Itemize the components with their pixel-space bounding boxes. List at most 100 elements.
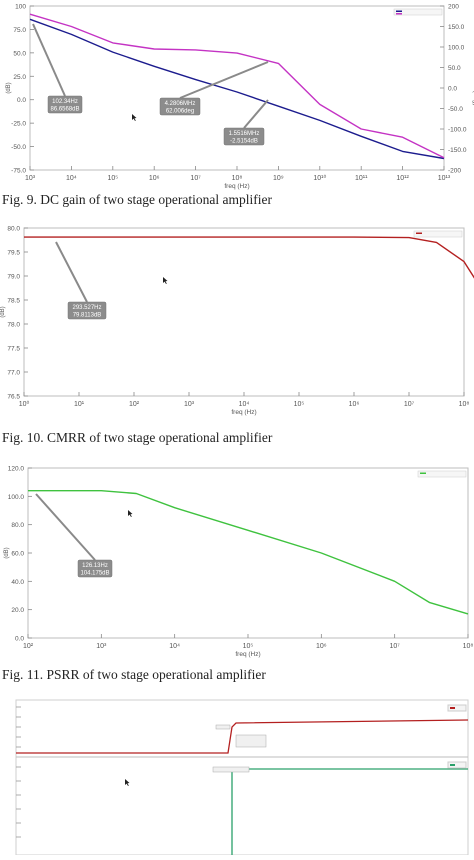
x-tick-label: 10⁴ [169, 643, 180, 650]
series-line-0 [24, 236, 474, 279]
x-tick-label: 10¹² [396, 175, 409, 182]
marker-box-1 [215, 724, 231, 730]
x-axis-label: freq (Hz) [231, 409, 256, 416]
annotation-box [77, 559, 113, 578]
x-tick-label: 10⁵ [107, 175, 118, 182]
y-right-tick-label: 50.0 [448, 65, 461, 72]
annotation-text: 126.13Hz [82, 563, 108, 569]
y-tick-label: 25.0 [13, 74, 26, 81]
annotation-box [47, 95, 83, 114]
y-right-tick-label: -200 [448, 168, 461, 175]
marker-box-2 [235, 734, 267, 748]
x-tick-label: 10⁷ [190, 175, 201, 182]
legend-swatch [416, 232, 422, 234]
legend-box [417, 470, 467, 478]
x-tick-label: 10⁵ [243, 643, 254, 650]
x-tick-label: 10⁷ [390, 643, 401, 650]
annotation-text: 62.006deg [166, 109, 194, 115]
figure-11-caption: Fig. 11. PSRR of two stage operational a… [2, 667, 266, 682]
psrr-chart: 10² 10³ 10⁴ 10⁵ 10⁶ 10⁷ 10⁸ freq (Hz) 120.0 100.0… [4, 466, 474, 659]
figure-11: 10² 10³ 10⁴ 10⁵ 10⁶ 10⁷ 10⁸ freq (Hz) 120.0 100.0… [0, 460, 474, 690]
y-tick-label: 120.0 [8, 466, 25, 473]
y-tick-label: 100.0 [8, 494, 25, 501]
y-tick-label: 79.5 [7, 250, 20, 257]
y-tick-label: -75.0 [11, 168, 26, 175]
y-axis-label: (dB) [4, 547, 10, 558]
annotation-box [223, 127, 265, 146]
x-tick-label: 10⁰ [19, 400, 30, 408]
annotation-text: 79.8113dB [73, 313, 102, 319]
legend-swatch [420, 472, 426, 474]
x-tick-label: 10³ [25, 175, 36, 182]
legend-green [447, 761, 467, 769]
figure-12-partial [0, 695, 474, 856]
mouse-cursor-icon [128, 510, 133, 517]
x-tick-label: 10⁶ [149, 175, 160, 182]
marker-box-3 [212, 766, 250, 773]
figure-9: 10³ 10⁴ 10⁵ 10⁶ 10⁷ 10⁸ 10⁹ 10¹⁰ 10¹¹ 10¹² 10¹³ fre… [0, 0, 474, 212]
x-axis-label: freq (Hz) [224, 183, 249, 190]
y-axis-label: (dB) [0, 306, 6, 317]
annotation-text: -2.5154dB [230, 139, 258, 145]
y-right-tick-label: 0.0 [448, 86, 457, 93]
y-right-tick-label: 200 [448, 4, 459, 11]
series-line-0 [29, 18, 445, 160]
x-tick-label: 10¹³ [438, 175, 451, 182]
y-tick-label: 77.0 [7, 370, 20, 377]
y-tick-label: 0.0 [15, 636, 24, 643]
annotation-leader [55, 241, 88, 303]
dc-gain-chart: 10³ 10⁴ 10⁵ 10⁶ 10⁷ 10⁸ 10⁹ 10¹⁰ 10¹¹ 10¹² 10¹³ fre… [6, 4, 474, 191]
transient-chart-partial [0, 695, 474, 856]
legend-box [413, 230, 463, 238]
annotation-leader [35, 493, 96, 561]
x-tick-label: 10¹ [74, 401, 85, 408]
mouse-cursor-icon [132, 114, 137, 121]
y-tick-label: 40.0 [11, 579, 24, 586]
y-tick-label: 50.0 [13, 50, 26, 57]
y-tick-label: 60.0 [11, 551, 24, 558]
y-tick-label: 80.0 [7, 226, 20, 233]
legend-red [447, 704, 467, 712]
x-tick-label: 10⁴ [239, 401, 250, 408]
y-axis-label: (dB) [6, 82, 12, 93]
y-tick-label: -50.0 [11, 144, 26, 151]
y-right-tick-label: -100.0 [448, 127, 467, 134]
y-tick-label: 78.5 [7, 298, 20, 305]
x-tick-label: 10⁵ [294, 401, 305, 408]
legend-box [393, 8, 443, 16]
annotation-text: 86.6568dB [50, 107, 79, 113]
figure-10-caption: Fig. 10. CMRR of two stage operational a… [2, 430, 273, 445]
annotation-text: 102.34Hz [52, 99, 78, 105]
mouse-cursor-icon [125, 779, 130, 786]
y-right-axis-label: Phase (deg) [472, 70, 474, 105]
transient-output-trace [16, 719, 469, 754]
y-right-tick-label: -50.0 [448, 106, 463, 113]
x-tick-label: 10⁸ [463, 643, 474, 650]
x-tick-label: 10⁸ [459, 401, 470, 408]
y-tick-label: 78.0 [7, 322, 20, 329]
annotation-text: 293.527Hz [72, 305, 101, 311]
x-tick-label: 10² [129, 401, 140, 408]
y-tick-label: 76.5 [7, 394, 20, 401]
x-tick-label: 10⁶ [349, 401, 360, 408]
y-tick-label: 75.0 [13, 27, 26, 34]
upper-panel-ticks [16, 706, 21, 838]
x-axis-label: freq (Hz) [235, 651, 260, 658]
x-tick-label: 10² [23, 643, 34, 650]
annotation-box [159, 97, 201, 116]
legend-swatch [396, 10, 402, 12]
cmrr-chart: 10⁰ 10¹ 10² 10³ 10⁴ 10⁵ 10⁶ 10⁷ 10⁸ freq (Hz) 80.0… [0, 226, 474, 416]
annotation-leader [243, 99, 269, 129]
x-tick-label: 10³ [96, 643, 107, 650]
annotation-text: 4.2806MHz [165, 101, 196, 107]
y-right-tick-label: 150.0 [448, 24, 465, 31]
x-tick-label: 10⁹ [273, 175, 284, 182]
y-tick-label: 79.0 [7, 274, 20, 281]
figure-9-caption: Fig. 9. DC gain of two stage operational… [2, 192, 272, 207]
annotation-leader [32, 23, 66, 97]
x-tick-label: 10⁸ [232, 175, 243, 182]
y-tick-label: 0.0 [17, 97, 26, 104]
annotation-text: 1.5516MHz [229, 131, 260, 137]
figure-10: 10⁰ 10¹ 10² 10³ 10⁴ 10⁵ 10⁶ 10⁷ 10⁸ freq (Hz) 80.0… [0, 220, 474, 452]
y-right-tick-label: 100.0 [448, 45, 465, 52]
